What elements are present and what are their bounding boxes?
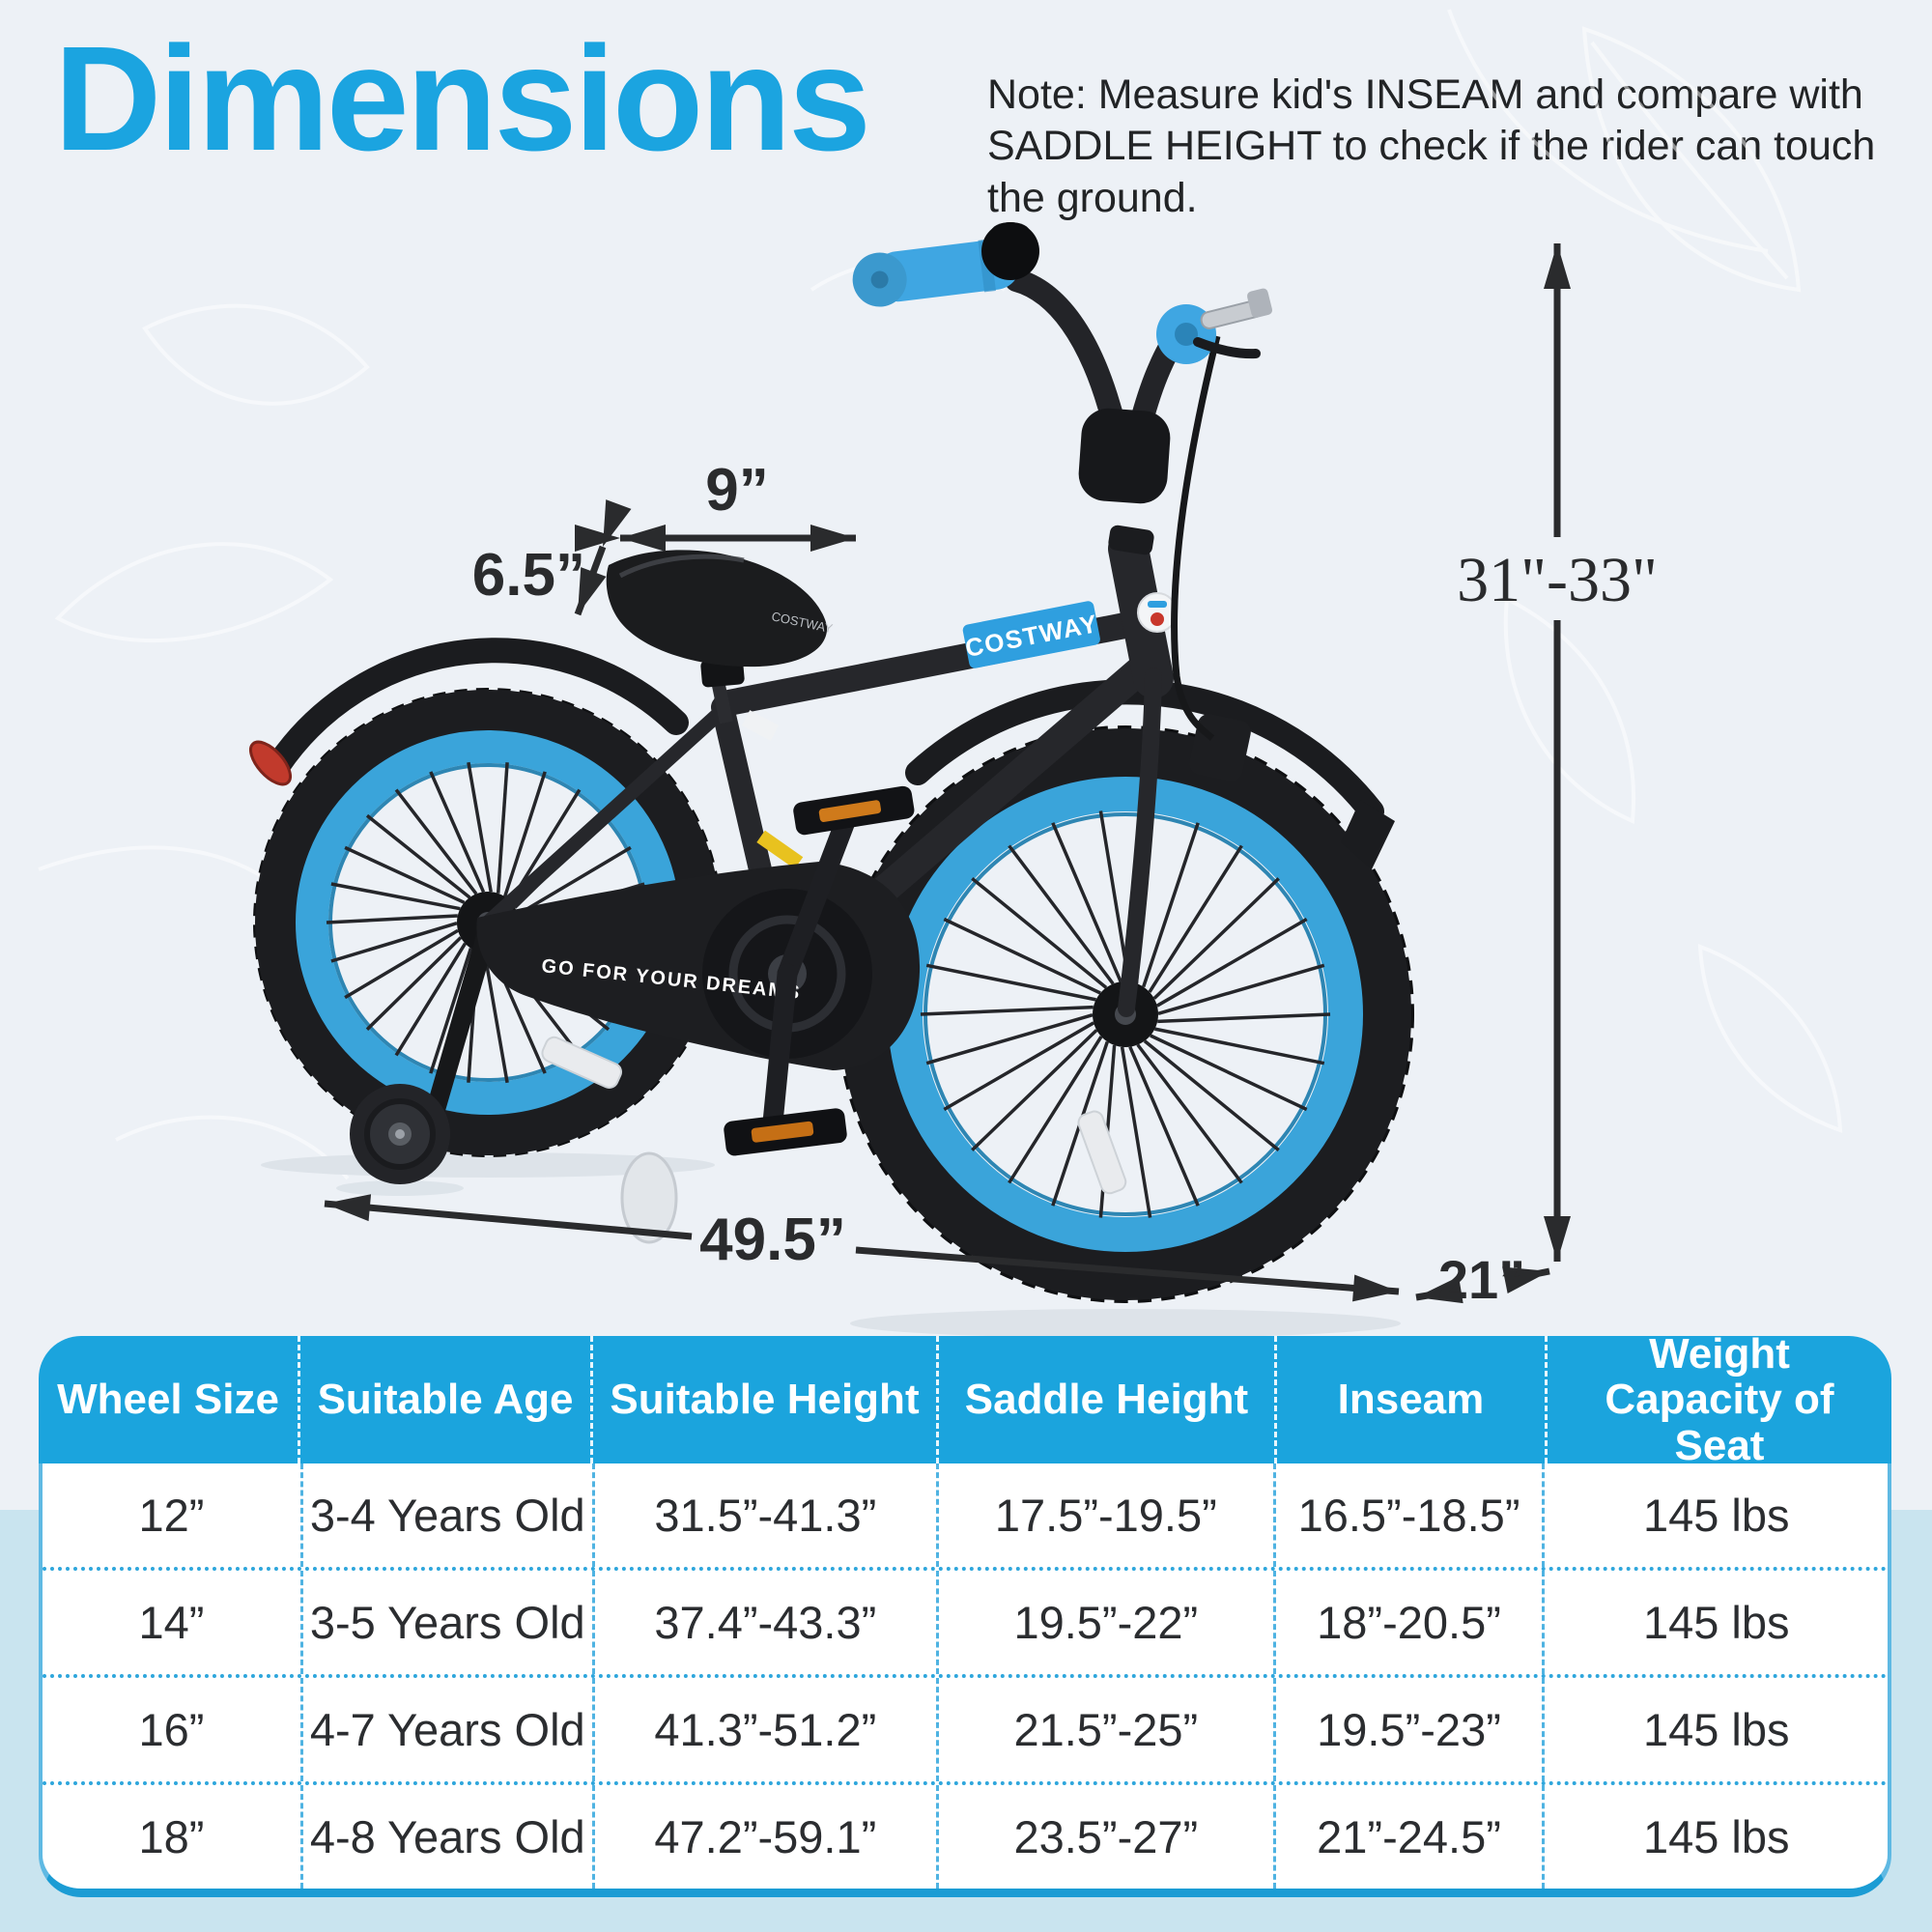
dim-seat-width: 6.5”	[472, 542, 585, 609]
front-spoke-reflector	[1077, 1110, 1127, 1195]
handlebar	[852, 222, 1273, 741]
cell-suitable-age: 4-7 Years Old	[303, 1678, 595, 1781]
length-arrow-right	[855, 1246, 1400, 1302]
spec-table: Wheel Size Suitable Age Suitable Height …	[39, 1336, 1891, 1897]
cell-weight-capacity: 145 lbs	[1642, 1704, 1790, 1755]
cell-suitable-height: 31.5”-41.3”	[595, 1463, 940, 1567]
table-header-row: Wheel Size Suitable Age Suitable Height …	[39, 1336, 1891, 1463]
dim-overall-length: 49.5”	[699, 1207, 846, 1273]
dimension-labels: 9” 6.5” 31"-33" 49.5” 21”	[472, 457, 1658, 1310]
top-tube-sticker: COSTWAY	[963, 601, 1100, 668]
page-title: Dimensions	[54, 15, 871, 182]
training-wheel-far	[620, 1151, 678, 1244]
seat-width-arrow	[574, 499, 632, 616]
cell-suitable-age: 4-8 Years Old	[303, 1785, 595, 1889]
stem-pad	[1078, 408, 1171, 504]
rear-spoke-reflector	[541, 1036, 623, 1089]
cell-suitable-height: 37.4”-43.3”	[595, 1571, 940, 1674]
cell-suitable-age: 3-4 Years Old	[303, 1463, 595, 1567]
bell	[981, 222, 1039, 280]
front-spokes	[920, 810, 1331, 1218]
mud-flap	[1341, 800, 1395, 869]
handlebar-width-arrow-right	[1502, 1266, 1550, 1293]
cell-wheel-size: 12”	[43, 1463, 303, 1567]
saddle: COSTWAY	[606, 550, 835, 724]
cell-weight-capacity: 145 lbs	[1642, 1597, 1790, 1648]
headset-clamp	[1108, 525, 1154, 555]
handlebar-width-arrow-left	[1415, 1276, 1463, 1304]
table-row: 16” 4-7 Years Old 41.3”-51.2” 21.5”-25” …	[43, 1674, 1888, 1781]
length-arrow-left	[324, 1194, 693, 1240]
brake-lever	[1200, 288, 1273, 329]
chain-guard: GO FOR YOUR DREAMS	[476, 785, 921, 1156]
cell-inseam: 16.5”-18.5”	[1276, 1463, 1546, 1567]
col-header-wheel-size: Wheel Size	[39, 1336, 300, 1463]
col-header-inseam: Inseam	[1277, 1336, 1548, 1463]
cell-wheel-size: 18”	[43, 1785, 303, 1889]
cell-wheel-size: 14”	[43, 1571, 303, 1674]
col-header-saddle-height: Saddle Height	[939, 1336, 1277, 1463]
cell-weight-capacity: 145 lbs	[1642, 1811, 1790, 1862]
pedal-bottom	[724, 1108, 847, 1156]
rear-fender	[249, 638, 689, 786]
cell-inseam: 18”-20.5”	[1276, 1571, 1546, 1674]
dim-handlebar-height: 31"-33"	[1457, 545, 1658, 615]
col-header-suitable-height: Suitable Height	[593, 1336, 939, 1463]
brake-cable	[1171, 335, 1221, 741]
dimension-annotations	[324, 243, 1571, 1304]
dim-handlebar-width: 21”	[1438, 1249, 1525, 1310]
training-wheels	[350, 920, 678, 1244]
red-reflector	[249, 740, 292, 786]
cell-saddle-height: 19.5”-22”	[939, 1571, 1276, 1674]
cell-inseam: 19.5”-23”	[1276, 1678, 1546, 1781]
cell-wheel-size: 16”	[43, 1678, 303, 1781]
table-row: 12” 3-4 Years Old 31.5”-41.3” 17.5”-19.5…	[43, 1463, 1888, 1567]
table-body: 12” 3-4 Years Old 31.5”-41.3” 17.5”-19.5…	[39, 1463, 1891, 1897]
cell-suitable-height: 47.2”-59.1”	[595, 1785, 940, 1889]
pedal-top	[793, 785, 915, 836]
col-header-weight-capacity: Weight Capacity of Seat	[1605, 1336, 1834, 1463]
col-header-suitable-age: Suitable Age	[300, 1336, 594, 1463]
cell-weight-capacity: 145 lbs	[1642, 1490, 1790, 1541]
cell-inseam: 21”-24.5”	[1276, 1785, 1546, 1889]
frame-tag	[741, 710, 780, 741]
cell-suitable-age: 3-5 Years Old	[303, 1571, 595, 1674]
cell-saddle-height: 23.5”-27”	[939, 1785, 1276, 1889]
cell-saddle-height: 21.5”-25”	[939, 1678, 1276, 1781]
head-badge	[1137, 592, 1178, 633]
table-row: 14” 3-5 Years Old 37.4”-43.3” 19.5”-22” …	[43, 1567, 1888, 1674]
warning-sticker	[756, 830, 804, 869]
dim-seat-length: 9”	[705, 457, 768, 524]
table-row: 18” 4-8 Years Old 47.2”-59.1” 23.5”-27” …	[43, 1781, 1888, 1889]
cell-suitable-height: 41.3”-51.2”	[595, 1678, 940, 1781]
cell-saddle-height: 17.5”-19.5”	[939, 1463, 1276, 1567]
